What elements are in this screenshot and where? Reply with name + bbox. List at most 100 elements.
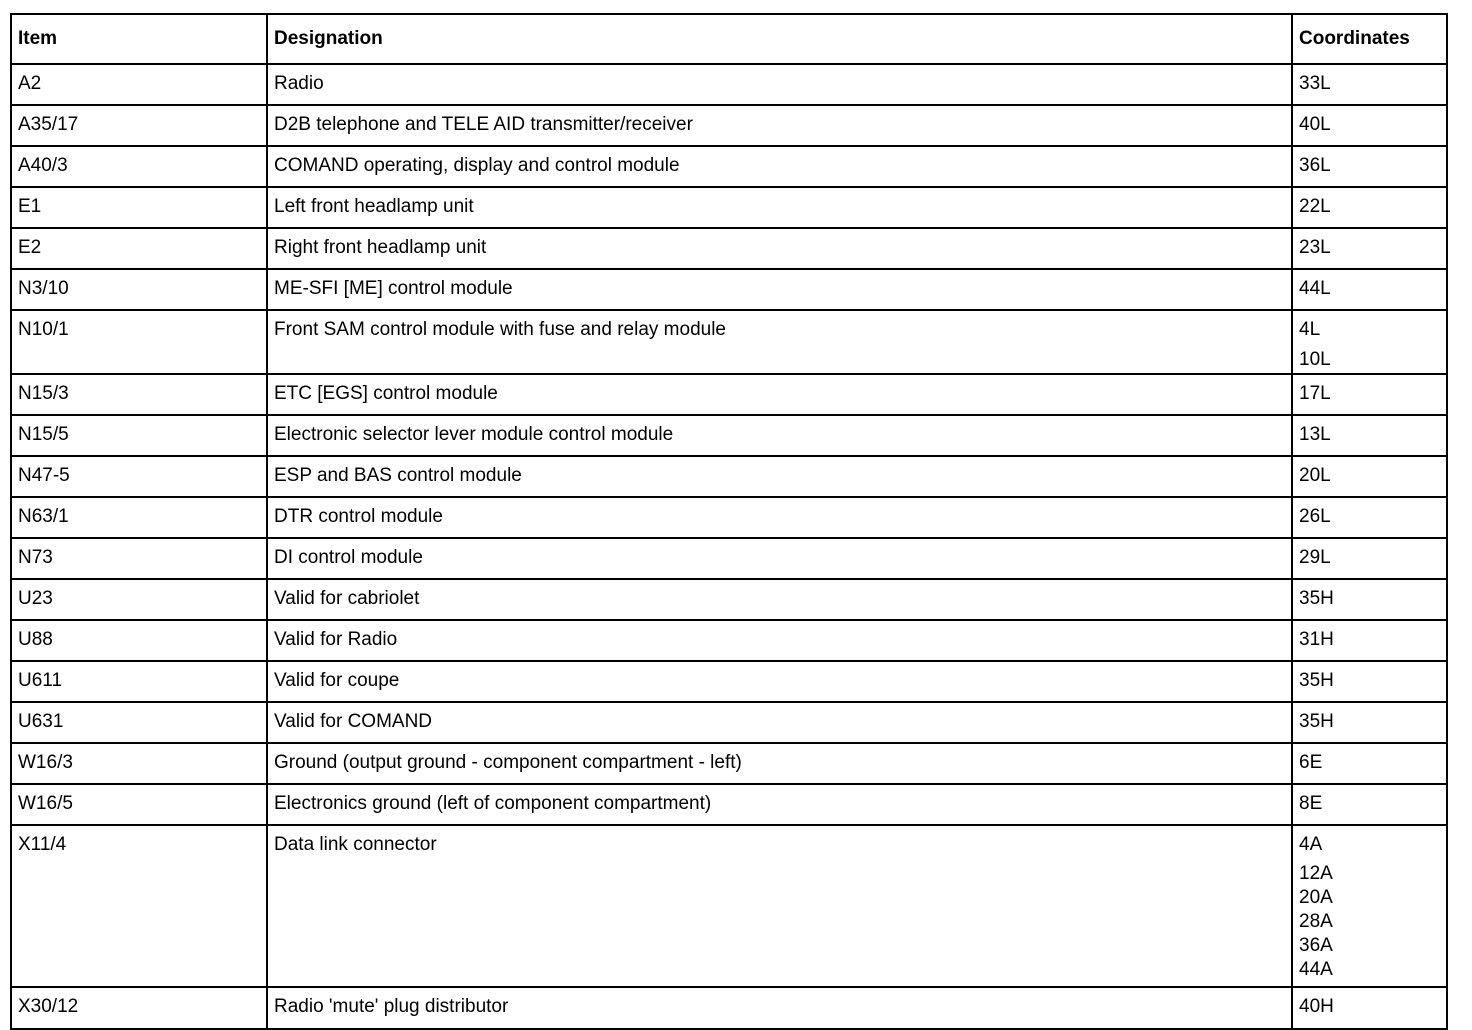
table-row: E2 Right front headlamp unit 23L [12,229,1448,270]
coordinate-value: 44L [1299,278,1331,299]
coordinate-value: 4A [1299,834,1323,855]
table-row: A35/17 D2B telephone and TELE AID transmi… [12,106,1448,147]
designation-cell: Valid for cabriolet [268,580,1293,619]
designation-cell: Left front headlamp unit [268,188,1293,227]
coordinate-value: 35H [1299,670,1334,691]
item-cell: N15/3 [12,375,268,414]
designation-cell: Data link connector [268,826,1293,986]
table-row: U23 Valid for cabriolet 35H [12,580,1448,621]
designation-cell: Radio [268,65,1293,104]
coordinate-value: 17L [1299,383,1331,404]
coordinate-value: 20L [1299,465,1331,486]
table-row: X30/12 Radio 'mute' plug distributor 40H [12,988,1448,1030]
item-cell: U611 [12,662,268,701]
coordinate-value: 10L [1299,349,1331,370]
item-cell: X11/4 [12,826,268,986]
designation-cell: Valid for COMAND [268,703,1293,742]
item-cell: E2 [12,229,268,268]
header-coordinates: Coordinates [1293,15,1448,63]
coordinates-cell: 4L 10L [1293,311,1448,373]
table-row: W16/5 Electronics ground (left of compone… [12,785,1448,826]
designation-cell: DTR control module [268,498,1293,537]
coordinates-cell: 33L [1293,65,1448,104]
coordinates-cell: 4A 12A 20A 28A 36A 44A [1293,826,1448,986]
coordinate-value: 22L [1299,196,1331,217]
designation-cell: ETC [EGS] control module [268,375,1293,414]
coordinate-value: 6E [1299,752,1323,773]
coordinates-cell: 6E [1293,744,1448,783]
table-row: N15/3 ETC [EGS] control module 17L [12,375,1448,416]
item-cell: U631 [12,703,268,742]
designation-cell: Right front headlamp unit [268,229,1293,268]
item-cell: N47-5 [12,457,268,496]
table-row: N3/10 ME-SFI [ME] control module 44L [12,270,1448,311]
coordinate-value: 31H [1299,629,1334,650]
table-row: A40/3 COMAND operating, display and contr… [12,147,1448,188]
coordinates-cell: 8E [1293,785,1448,824]
coordinates-cell: 35H [1293,703,1448,742]
designation-cell: Electronic selector lever module control… [268,416,1293,455]
coordinates-cell: 40L [1293,106,1448,145]
coordinates-cell: 13L [1293,416,1448,455]
table-row: N47-5 ESP and BAS control module 20L [12,457,1448,498]
table-row: N15/5 Electronic selector lever module co… [12,416,1448,457]
coordinate-value: 28A [1299,911,1333,932]
designation-cell: ME-SFI [ME] control module [268,270,1293,309]
item-cell: N15/5 [12,416,268,455]
coordinate-value: 35H [1299,711,1334,732]
coordinates-cell: 20L [1293,457,1448,496]
coordinate-value: 36L [1299,155,1331,176]
coordinates-cell: 36L [1293,147,1448,186]
designation-cell: ESP and BAS control module [268,457,1293,496]
item-cell: A40/3 [12,147,268,186]
coordinate-value: 20A [1299,887,1333,908]
coordinate-value: 36A [1299,935,1333,956]
item-cell: A35/17 [12,106,268,145]
item-cell: W16/5 [12,785,268,824]
coordinates-cell: 31H [1293,621,1448,660]
coordinate-value: 26L [1299,506,1331,527]
coordinates-cell: 22L [1293,188,1448,227]
table-header-row: Item Designation Coordinates [12,15,1448,65]
table-row: U88 Valid for Radio 31H [12,621,1448,662]
coordinates-cell: 26L [1293,498,1448,537]
coordinate-value: 4L [1299,319,1321,340]
designation-cell: Radio 'mute' plug distributor [268,988,1293,1028]
designation-cell: Electronics ground (left of component co… [268,785,1293,824]
designation-cell: COMAND operating, display and control mo… [268,147,1293,186]
designation-cell: Valid for coupe [268,662,1293,701]
table-row: E1 Left front headlamp unit 22L [12,188,1448,229]
coordinate-value: 29L [1299,547,1331,568]
header-designation: Designation [268,15,1293,63]
item-cell: N3/10 [12,270,268,309]
item-cell: N10/1 [12,311,268,373]
item-cell: N73 [12,539,268,578]
coordinates-cell: 35H [1293,580,1448,619]
coordinate-value: 44A [1299,959,1333,980]
table-row: W16/3 Ground (output ground - component c… [12,744,1448,785]
item-cell: X30/12 [12,988,268,1028]
table-row: X11/4 Data link connector 4A 12A 20A 28A 36A 44… [12,826,1448,988]
coordinate-value: 8E [1299,793,1323,814]
table-row: U611 Valid for coupe 35H [12,662,1448,703]
item-cell: U23 [12,580,268,619]
item-cell: N63/1 [12,498,268,537]
item-cell: U88 [12,621,268,660]
coordinate-value: 33L [1299,73,1331,94]
coordinate-value: 12A [1299,863,1333,884]
coordinate-value: 13L [1299,424,1331,445]
coordinate-value: 40H [1299,996,1334,1017]
coordinates-cell: 23L [1293,229,1448,268]
table-row: N10/1 Front SAM control module with fuse … [12,311,1448,375]
table-row: N63/1 DTR control module 26L [12,498,1448,539]
coordinate-value: 40L [1299,114,1331,135]
item-cell: W16/3 [12,744,268,783]
coordinate-value: 35H [1299,588,1334,609]
coordinates-cell: 29L [1293,539,1448,578]
designation-cell: DI control module [268,539,1293,578]
coordinates-cell: 40H [1293,988,1448,1028]
coordinate-value: 23L [1299,237,1331,258]
coordinates-cell: 35H [1293,662,1448,701]
item-cell: A2 [12,65,268,104]
coordinates-cell: 17L [1293,375,1448,414]
